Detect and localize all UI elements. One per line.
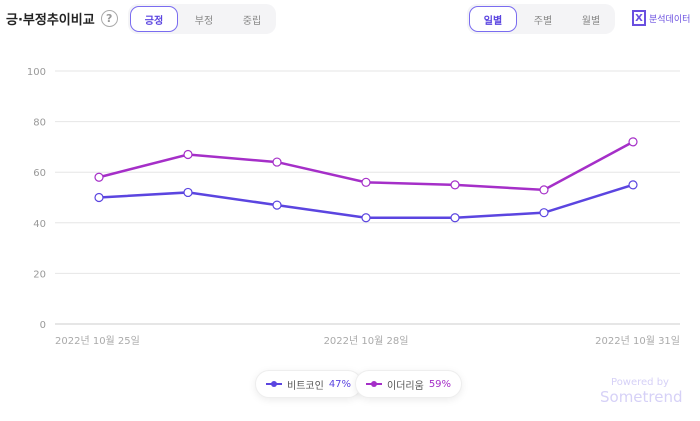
period-tabs: 일별 주별 월별 [467,4,615,34]
data-point [94,192,104,203]
powered-by-logo: Powered by Sometrend [600,377,683,406]
y-tick-label: 100 [27,67,46,78]
data-point [539,208,549,218]
legend-marker-icon [366,381,382,387]
tab-negative[interactable]: 부정 [194,15,214,27]
series-line [98,183,634,219]
legend-item-ethereum[interactable]: 이더리움 59% [355,370,463,398]
line-chart: 0 20 40 60 80 100 2022년 10월 25일 2022년 10월 28일 20… [27,67,680,347]
y-tick-label: 80 [33,118,46,129]
data-point [361,213,371,223]
tab-neutral[interactable]: 중립 [242,15,262,27]
title-text: 긍·부정추이비교 [6,13,95,28]
x-tick-label: 2022년 10월 25일 [55,335,140,347]
tab-daily[interactable]: 일별 [469,6,517,32]
data-point [183,187,193,198]
data-point [361,177,371,187]
legend-item-bitcoin[interactable]: 비트코인 47% [255,370,363,398]
data-point [628,137,638,147]
legend-pct: 47% [328,378,352,390]
legend-marker-icon [266,381,282,387]
x-tick-label: 2022년 10월 31일 [595,335,680,347]
data-point [183,149,193,160]
y-tick-label: 0 [40,320,46,331]
legend-label: 비트코인 [287,380,324,392]
y-tick-label: 20 [33,269,46,280]
data-point [272,200,282,210]
y-tick-label: 60 [33,168,46,179]
excel-icon: X [632,10,646,26]
data-point [450,180,460,190]
y-tick-label: 40 [33,219,46,230]
data-point [539,185,549,195]
sentiment-tabs: 긍정 부정 중립 [128,4,276,34]
powered-text: Powered by [611,377,669,388]
tab-weekly[interactable]: 주별 [533,15,553,27]
data-point [94,172,104,182]
tab-positive[interactable]: 긍정 [130,6,178,32]
export-data-button[interactable]: X 분석데이터 [632,10,690,26]
chart-title: 긍·부정추이비교? [6,9,118,28]
tab-monthly[interactable]: 월별 [581,15,601,27]
x-tick-label: 2022년 10월 28일 [324,335,409,347]
help-icon[interactable]: ? [100,10,118,27]
data-point [628,180,638,190]
data-point [272,157,282,167]
export-label: 분석데이터 [649,14,691,25]
legend-pct: 59% [428,378,452,390]
data-point [450,213,460,223]
legend-label: 이더리움 [387,380,424,392]
brand-text: Sometrend [600,388,683,406]
